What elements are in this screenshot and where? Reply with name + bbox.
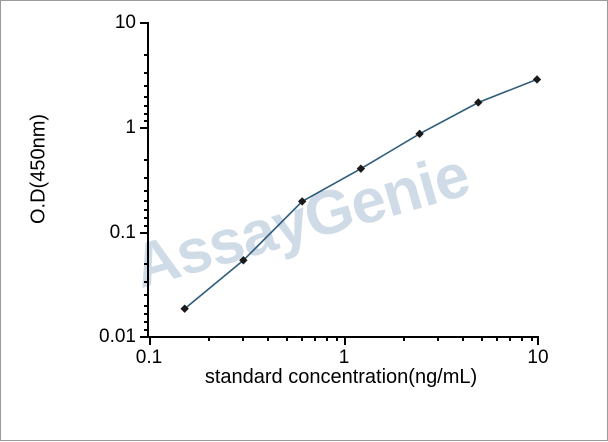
x-tick-minor bbox=[496, 336, 498, 341]
y-tick-label-0-1: 0.1 bbox=[109, 222, 136, 243]
x-tick-minor bbox=[481, 336, 483, 341]
x-tick-minor bbox=[336, 336, 338, 341]
y-tick-minor bbox=[144, 190, 149, 192]
y-tick-label-1: 1 bbox=[125, 117, 136, 138]
y-tick-minor bbox=[144, 159, 149, 161]
y-tick-minor bbox=[144, 200, 149, 202]
y-tick-major bbox=[140, 336, 149, 338]
y-tick-minor bbox=[144, 72, 149, 74]
y-tick-minor bbox=[144, 225, 149, 227]
x-tick-minor bbox=[462, 336, 464, 341]
x-tick-minor bbox=[531, 336, 533, 341]
x-tick-minor bbox=[509, 336, 511, 341]
plot-area: 10 1 0.1 0.01 0.1 1 bbox=[99, 12, 549, 368]
x-tick-minor bbox=[437, 336, 439, 341]
y-axis-title: O.D(450nm) bbox=[27, 113, 50, 225]
y-tick-major bbox=[140, 22, 149, 24]
y-tick-minor bbox=[144, 294, 149, 296]
y-tick-major bbox=[140, 232, 149, 234]
x-tick-minor bbox=[267, 336, 269, 341]
x-tick-minor bbox=[326, 336, 328, 341]
y-tick-minor bbox=[144, 85, 149, 87]
y-tick-minor bbox=[144, 113, 149, 115]
y-tick-minor bbox=[144, 217, 149, 219]
y-tick-minor bbox=[144, 313, 149, 315]
y-tick-minor bbox=[144, 177, 149, 179]
x-tick-minor bbox=[521, 336, 523, 341]
y-tick-minor bbox=[144, 305, 149, 307]
y-tick-major bbox=[140, 127, 149, 129]
x-tick-minor bbox=[286, 336, 288, 341]
x-tick-major bbox=[344, 336, 346, 345]
y-tick-minor bbox=[144, 120, 149, 122]
y-tick-minor bbox=[144, 329, 149, 331]
y-tick-minor bbox=[144, 209, 149, 211]
y-tick-minor bbox=[144, 105, 149, 107]
x-tick-minor bbox=[242, 336, 244, 341]
y-tick-minor bbox=[144, 54, 149, 56]
y-tick-minor bbox=[144, 321, 149, 323]
y-tick-label-10: 10 bbox=[114, 12, 136, 33]
y-tick-minor bbox=[144, 281, 149, 283]
x-tick-major bbox=[149, 336, 151, 345]
x-tick-label-10: 10 bbox=[527, 347, 549, 368]
x-tick-minor bbox=[208, 336, 210, 341]
x-tick-minor bbox=[314, 336, 316, 341]
x-tick-major bbox=[537, 336, 539, 345]
x-tick-minor bbox=[301, 336, 303, 341]
y-tick-minor bbox=[144, 96, 149, 98]
y-tick-label-0-01: 0.01 bbox=[99, 326, 136, 347]
x-axis-title: standard concentration(ng/mL) bbox=[204, 366, 478, 388]
x-tick-label-0-1: 0.1 bbox=[135, 347, 163, 368]
x-tick-label-1: 1 bbox=[338, 347, 350, 368]
y-tick-minor bbox=[144, 263, 149, 265]
x-tick-minor bbox=[403, 336, 405, 341]
